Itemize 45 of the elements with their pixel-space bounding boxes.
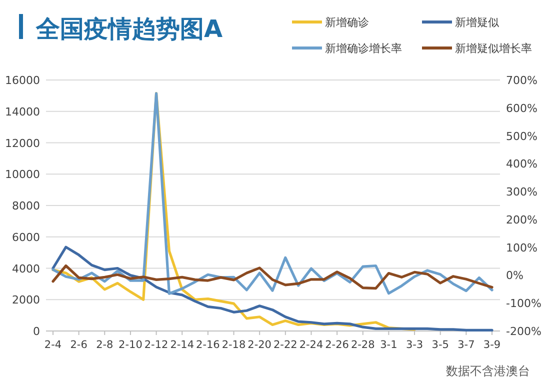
x-tick-label: 3-3	[406, 339, 424, 351]
y2-tick-label: 500%	[506, 130, 538, 143]
y2-tick-label: 300%	[506, 186, 538, 199]
x-tick-label: 2-12	[144, 339, 168, 351]
y2-tick-label: 100%	[506, 241, 538, 254]
legend-label: 新增疑似	[455, 16, 499, 29]
x-tick-label: 3-7	[458, 339, 475, 351]
x-tick-label: 2-18	[222, 339, 246, 351]
legend-label: 新增确诊增长率	[325, 42, 402, 55]
y2-tick-label: -200%	[506, 325, 542, 338]
y2-tick-label: 600%	[506, 102, 538, 115]
x-tick-label: 2-4	[44, 339, 62, 351]
x-tick-label: 2-8	[96, 339, 114, 351]
x-tick-label: 3-5	[432, 339, 449, 351]
legend-label: 新增疑似增长率	[455, 42, 532, 55]
x-tick-label: 2-26	[325, 339, 350, 351]
y2-tick-label: 400%	[506, 158, 538, 171]
y2-tick-label: -100%	[506, 297, 542, 310]
y-tick-label: 4000	[12, 262, 40, 276]
x-tick-label: 2-10	[118, 339, 142, 351]
y-tick-label: 6000	[12, 230, 40, 244]
x-tick-label: 3-1	[380, 339, 398, 351]
x-tick-label: 2-28	[350, 339, 375, 351]
y-tick-label: 8000	[12, 200, 40, 212]
line-series	[52, 246, 494, 332]
legend-label: 新增确诊	[325, 16, 369, 29]
x-tick-label: 2-20	[248, 339, 272, 351]
x-tick-label: 2-14	[170, 339, 194, 351]
x-tick-label: 2-24	[299, 339, 324, 351]
y-tick-label: 12000	[5, 136, 40, 150]
line-series	[52, 264, 494, 290]
x-tick-label: 2-6	[70, 339, 88, 351]
y-tick-label: 10000	[5, 168, 40, 182]
chart-title: 全国疫情趋势图A	[35, 15, 223, 43]
y-tick-label: 16000	[5, 74, 40, 87]
x-tick-label: 2-16	[196, 339, 220, 351]
y2-tick-label: 0%	[506, 269, 524, 282]
y-tick-label: 2000	[12, 294, 40, 307]
y-tick-label: 14000	[5, 105, 40, 118]
x-tick-label: 2-22	[273, 339, 298, 351]
y-tick-label: 0	[33, 325, 40, 338]
text: 数据不含港澳台	[446, 364, 530, 378]
x-tick-label: 3-9	[483, 339, 501, 351]
y2-tick-label: 200%	[506, 213, 538, 226]
y2-tick-label: 700%	[506, 74, 538, 87]
